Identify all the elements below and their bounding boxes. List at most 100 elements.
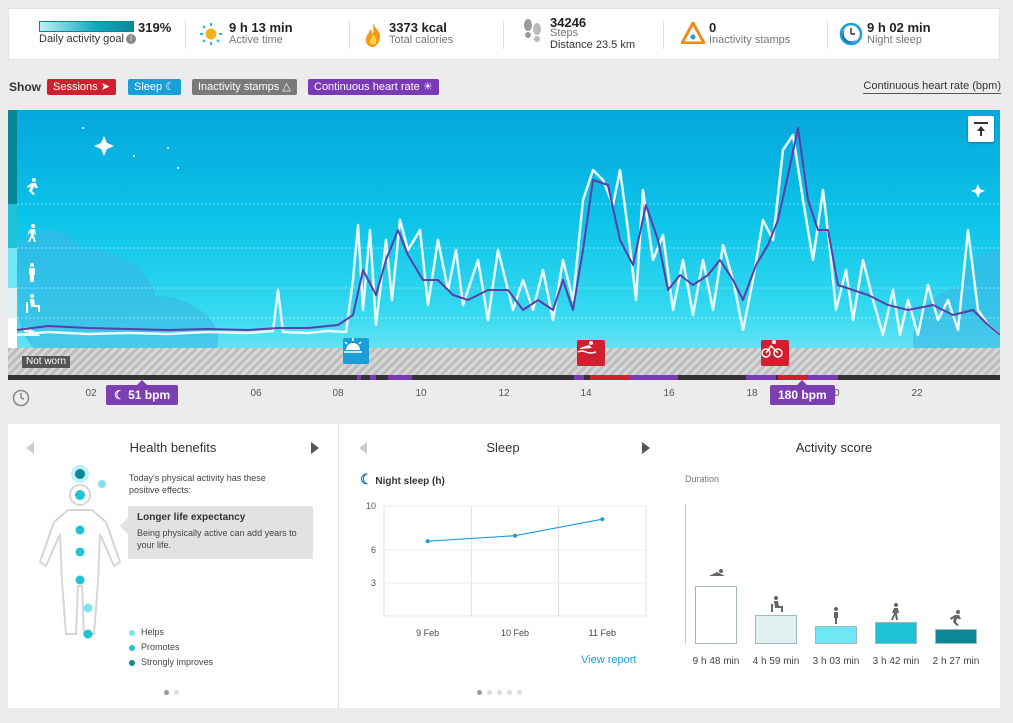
activity-bar-label: 4 h 59 min [752, 656, 800, 667]
hour-tick: 14 [580, 388, 592, 399]
bottom-panels: Health benefits Today's physical activit… [8, 424, 1000, 708]
flame-icon [365, 23, 381, 47]
activity-bar-low[interactable] [815, 626, 857, 644]
inactivity-value: 0 [709, 20, 717, 35]
wake-up-marker[interactable] [343, 338, 369, 364]
activity-bar-medium[interactable] [875, 622, 917, 644]
y-tick-label: 6 [371, 545, 376, 555]
total-calories: 3373 kcal Total calories [359, 9, 509, 61]
show-label: Show [9, 80, 41, 94]
hour-tick: 02 [85, 388, 97, 399]
triangle-icon: △ [282, 81, 291, 93]
walking-icon [28, 224, 36, 242]
sitting-icon [767, 596, 785, 614]
previous-arrow-icon[interactable] [26, 442, 34, 454]
previous-arrow-icon[interactable] [359, 442, 367, 454]
hour-tick: 16 [663, 388, 675, 399]
level-low-strip [8, 248, 17, 288]
hour-tick: 18 [746, 388, 758, 399]
duration-label: Duration [685, 474, 720, 484]
inactivity-label: Inactivity stamps [709, 34, 791, 46]
inactivity-filter-chip[interactable]: Inactivity stamps △ [192, 79, 297, 95]
hour-tick: 22 [911, 388, 923, 399]
next-arrow-icon[interactable] [642, 442, 650, 454]
star-decoration [82, 127, 985, 198]
activity-timeline[interactable]: Not worn [8, 110, 1000, 380]
heart-rate-trace [16, 127, 1000, 336]
sleep-series-line [427, 518, 603, 542]
activity-bar-label: 3 h 03 min [812, 656, 860, 667]
activity-bar-rest[interactable] [695, 586, 737, 644]
view-report-link[interactable]: View report [581, 654, 637, 666]
health-benefits-title: Health benefits [129, 440, 217, 455]
legend-strongly-improves: Strongly improves [129, 657, 213, 667]
sleep-page-dots[interactable] [477, 690, 522, 695]
level-rest-strip [8, 318, 17, 348]
collapse-timeline-button[interactable] [968, 116, 994, 142]
clock-icon[interactable] [12, 389, 30, 407]
collapse-icon [974, 122, 988, 136]
body-figure-icon [38, 465, 122, 639]
inactivity-triangle-icon [681, 22, 705, 44]
activity-bar-high[interactable] [935, 629, 977, 644]
sleep-session-band [8, 375, 1000, 380]
inactivity-stamps: 0 Inactivity stamps [677, 9, 827, 61]
heart-rate-unit-dropdown[interactable]: Continuous heart rate (bpm) [863, 80, 1001, 94]
sleep-data-point [425, 539, 430, 544]
cycling-icon [761, 340, 783, 358]
sleep-clock-icon [839, 22, 863, 46]
sleep-panel-title: Sleep [486, 440, 520, 455]
cycling-session-marker[interactable] [761, 340, 789, 366]
benefit-text: Being physically active can add years to… [137, 528, 297, 550]
active-time-value: 9 h 13 min [229, 20, 293, 35]
chart-frame [383, 505, 647, 617]
level-sitting-strip [8, 288, 17, 318]
sessions-filter-chip[interactable]: Sessions ➤ [47, 79, 116, 95]
activity-bar-label: 3 h 42 min [872, 656, 920, 667]
x-tick-label: 10 Feb [501, 628, 529, 638]
calories-value: 3373 kcal [389, 20, 447, 35]
daily-goal[interactable]: 319% Daily activity goal i [9, 9, 185, 61]
sleep-filter-chip[interactable]: Sleep ☾ [128, 79, 182, 95]
sleep-data-point [600, 517, 605, 522]
heart-rate-filter-chip[interactable]: Continuous heart rate ☀ [308, 79, 439, 95]
next-arrow-icon[interactable] [311, 442, 319, 454]
hour-tick: 08 [332, 388, 344, 399]
night-sleep-chart: 3 6 10 9 Feb 10 Feb 11 Feb [366, 502, 647, 638]
activity-bar-label: 2 h 27 min [932, 656, 980, 667]
activity-bar-label: 9 h 48 min [692, 656, 740, 667]
benefit-title: Longer life expectancy [137, 512, 246, 523]
level-high-strip [8, 110, 17, 204]
health-page-dots[interactable] [164, 690, 179, 695]
distance-value: Distance 23.5 km [550, 39, 635, 51]
swimming-session-marker[interactable] [577, 340, 605, 366]
sun-icon [200, 23, 222, 45]
active-time: 9 h 13 min Active time [195, 9, 345, 61]
sleep-data-point [513, 533, 517, 538]
hour-tick: 10 [415, 388, 427, 399]
calories-label: Total calories [389, 34, 454, 46]
activity-bar-sitting[interactable] [755, 615, 797, 644]
x-tick-label: 11 Feb [589, 628, 616, 638]
x-tick-label: 9 Feb [416, 628, 439, 638]
steps: 34246 Steps Distance 23.5 km [519, 9, 669, 61]
sleep-label: Night sleep [867, 34, 923, 46]
goal-progress-bar [39, 21, 134, 32]
lying-icon [707, 567, 725, 585]
goal-label: Daily activity goal i [39, 33, 136, 45]
max-heart-rate-tag: 180 bpm [770, 380, 835, 405]
swimming-icon [577, 341, 597, 354]
level-medium-strip [8, 204, 17, 248]
info-icon[interactable]: i [125, 34, 136, 45]
goal-percent: 319% [138, 20, 172, 35]
steps-value: 34246 [550, 15, 587, 30]
moon-icon: ☾ [165, 81, 176, 93]
steps-label: Steps [550, 27, 579, 39]
sleep-value: 9 h 02 min [867, 20, 931, 35]
night-sleep-legend: ☾ Night sleep (h) [360, 471, 445, 487]
standing-icon [827, 607, 845, 625]
not-worn-band [8, 348, 1000, 375]
legend-helps: Helps [129, 627, 164, 637]
footprints-icon [524, 19, 541, 42]
activity-axis [685, 504, 686, 644]
